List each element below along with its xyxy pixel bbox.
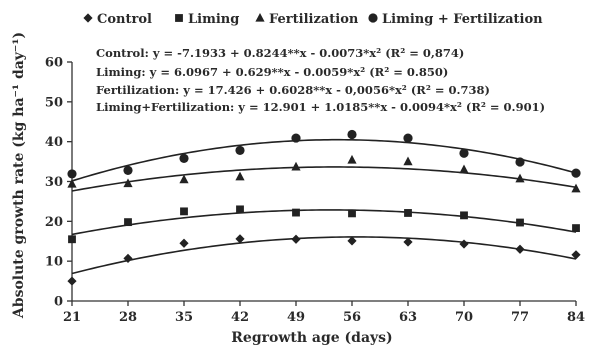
fitted-curve-circle <box>71 138 577 182</box>
legend-marker-circle <box>368 13 378 23</box>
data-markers <box>67 129 581 286</box>
x-tick-label: 70 <box>455 310 473 325</box>
data-point-square <box>236 205 244 214</box>
data-point-triangle <box>403 156 413 166</box>
x-tick-label: 77 <box>511 310 529 325</box>
equation-square: Liming: y = 6.0967 + 0.629**x - 0.0059*x… <box>96 65 448 79</box>
data-point-diamond <box>123 253 133 263</box>
equation-triangle: Fertilization: y = 17.426 + 0.6028**x - … <box>96 83 490 97</box>
data-point-circle <box>67 169 77 179</box>
data-point-square <box>68 235 76 244</box>
x-tick-label: 84 <box>567 310 585 325</box>
x-tick-label: 28 <box>119 310 137 325</box>
data-point-circle <box>459 148 469 158</box>
data-point-square <box>348 209 356 218</box>
legend-label: Liming + Fertilization <box>382 12 543 27</box>
data-point-circle <box>291 133 301 143</box>
regression-equations: Control: y = -7.1933 + 0.8244**x - 0.007… <box>96 46 545 114</box>
data-point-circle <box>403 133 413 143</box>
data-point-triangle <box>515 173 525 183</box>
data-point-diamond <box>571 250 581 260</box>
data-point-circle <box>571 168 581 178</box>
y-tick-label: 10 <box>45 255 63 270</box>
data-point-square <box>292 208 300 217</box>
data-point-circle <box>347 129 357 140</box>
data-point-triangle <box>235 171 245 181</box>
equation-circle: Liming+Fertilization: y = 12.901 + 1.018… <box>96 100 545 114</box>
equation-diamond: Control: y = -7.1933 + 0.8244**x - 0.007… <box>96 46 464 60</box>
x-tick-label: 42 <box>231 310 249 325</box>
legend-marker-square <box>175 14 183 22</box>
legend-label: Fertilization <box>269 12 359 27</box>
data-point-triangle <box>291 161 301 171</box>
legend-label: Liming <box>188 12 239 27</box>
data-point-circle <box>235 145 245 156</box>
y-tick-label: 0 <box>54 295 63 310</box>
x-tick-label: 35 <box>175 310 193 325</box>
data-point-square <box>180 207 188 216</box>
y-tick-label: 40 <box>45 135 63 150</box>
data-point-diamond <box>67 276 77 286</box>
data-point-triangle <box>459 164 469 174</box>
legend-marker-triangle <box>255 12 265 22</box>
fitted-curve-square <box>71 209 577 236</box>
data-point-square <box>460 211 468 220</box>
data-point-diamond <box>291 234 301 244</box>
data-point-diamond <box>515 244 525 254</box>
y-tick-label: 60 <box>45 56 63 71</box>
data-point-square <box>124 218 132 227</box>
y-axis-title: Absolute growth rate (kg ha⁻¹ day⁻¹) <box>11 32 27 319</box>
x-tick-label: 49 <box>287 310 305 325</box>
fitted-curve-diamond <box>71 236 577 275</box>
data-point-circle <box>123 165 133 175</box>
data-point-triangle <box>347 154 357 164</box>
x-axis-title: Regrowth age (days) <box>231 330 392 346</box>
data-point-diamond <box>403 237 413 247</box>
data-point-circle <box>179 153 189 163</box>
x-tick-label: 21 <box>63 310 81 325</box>
legend: Control Liming Fertilization Liming + Ferti… <box>83 12 543 27</box>
data-point-triangle <box>67 178 77 188</box>
data-point-square <box>516 218 524 227</box>
y-tick-label: 30 <box>45 175 63 190</box>
data-point-square <box>572 224 580 233</box>
data-point-diamond <box>179 238 189 248</box>
fitted-curve-triangle <box>71 166 577 192</box>
data-point-triangle <box>179 174 189 184</box>
data-point-triangle <box>123 178 133 188</box>
data-point-diamond <box>235 234 245 244</box>
fitted-curves <box>71 138 577 275</box>
axes: 0 10 20 30 40 50 60 21 28 35 42 49 56 63 70 77 84 <box>45 56 585 326</box>
y-tick-label: 50 <box>45 95 63 110</box>
x-tick-label: 63 <box>399 310 417 325</box>
data-point-square <box>404 209 412 217</box>
y-tick-label: 20 <box>45 215 63 230</box>
legend-label: Control <box>97 12 152 27</box>
data-point-circle <box>515 157 525 167</box>
data-point-diamond <box>347 236 357 246</box>
x-tick-label: 56 <box>343 310 361 325</box>
legend-marker-diamond <box>83 13 93 23</box>
data-point-triangle <box>571 183 581 193</box>
data-point-diamond <box>459 239 469 249</box>
